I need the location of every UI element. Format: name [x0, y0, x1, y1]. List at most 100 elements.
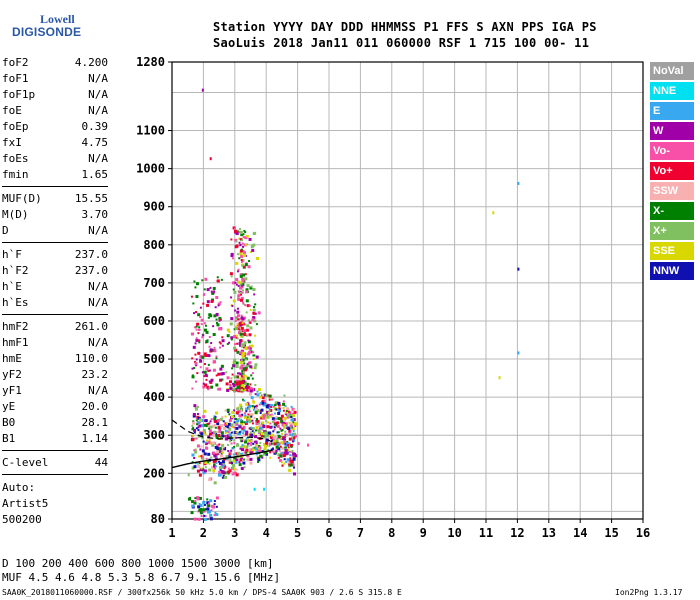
trace-point	[246, 454, 250, 458]
trace-point	[212, 325, 215, 328]
trace-point	[293, 472, 297, 476]
trace-point	[242, 249, 245, 252]
trace-point	[235, 457, 239, 461]
trace-point	[248, 304, 251, 307]
trace-point	[220, 452, 223, 455]
trace-point	[240, 233, 244, 237]
param-key: yE	[2, 400, 16, 413]
param-separator	[2, 450, 108, 451]
trace-point	[193, 280, 196, 283]
trace-point	[240, 466, 244, 470]
trace-point	[288, 437, 292, 441]
profile-dashed-line	[171, 419, 273, 443]
plot-frame	[171, 61, 644, 520]
trace-point	[234, 417, 237, 420]
trace-point	[240, 364, 243, 367]
trace-point	[212, 291, 215, 294]
trace-point	[252, 399, 255, 402]
trace-point	[251, 405, 254, 408]
trace-point	[247, 265, 251, 269]
trace-point	[202, 415, 206, 419]
trace-point	[245, 346, 248, 349]
trace-point	[211, 431, 214, 434]
trace-point	[233, 358, 237, 362]
trace-point	[217, 433, 221, 437]
trace-point	[273, 428, 276, 431]
trace-point	[256, 390, 259, 393]
trace-point	[197, 405, 200, 408]
trace-point	[270, 433, 274, 437]
trace-point	[282, 454, 286, 458]
trace-point	[288, 442, 292, 446]
trace-point	[242, 428, 246, 432]
x-tick-label: 6	[325, 526, 332, 540]
trace-point	[235, 382, 239, 386]
trace-point	[290, 445, 293, 448]
trace-point	[245, 445, 249, 449]
trace-point	[202, 431, 205, 434]
trace-point	[191, 357, 194, 360]
trace-point	[195, 338, 199, 342]
param-value: 4.75	[81, 136, 109, 149]
trace-point	[276, 416, 280, 420]
trace-point	[202, 471, 206, 475]
logo-digisonde: DIGISONDE	[12, 25, 82, 39]
trace-point	[221, 444, 225, 448]
param-key: foE	[2, 104, 22, 117]
trace-point	[236, 419, 240, 423]
trace-point	[208, 468, 212, 472]
param-key: foF2	[2, 56, 29, 69]
trace-point	[251, 318, 255, 322]
trace-point	[277, 434, 281, 438]
trace-point	[282, 436, 285, 439]
trace-point	[233, 446, 236, 449]
trace-point	[259, 441, 262, 444]
trace-point	[256, 393, 260, 397]
trace-point	[195, 311, 198, 314]
trace-point	[220, 431, 224, 435]
trace-point	[269, 435, 273, 439]
trace-point	[245, 386, 248, 389]
trace-point	[240, 248, 243, 251]
trace-point	[238, 318, 241, 321]
isolated-point	[517, 181, 520, 185]
trace-point	[213, 514, 216, 517]
trace-point	[265, 403, 268, 406]
trace-point	[205, 330, 209, 334]
param-key: hmF1	[2, 336, 29, 349]
trace-point	[264, 451, 268, 455]
trace-point	[214, 426, 217, 429]
trace-point	[217, 426, 221, 430]
trace-point	[232, 415, 235, 418]
trace-point	[218, 319, 221, 322]
trace-point	[255, 257, 259, 261]
trace-point	[232, 387, 236, 391]
trace-point	[231, 304, 234, 307]
trace-point	[220, 454, 224, 458]
param-value: 20.0	[81, 400, 109, 413]
trace-point	[247, 442, 250, 445]
trace-point	[229, 385, 232, 388]
trace-point	[290, 443, 294, 447]
muf-frequency-row: MUF 4.5 4.6 4.8 5.3 5.8 6.7 9.1 15.6 [MH…	[2, 571, 281, 584]
trace-point	[223, 471, 227, 475]
trace-point	[241, 335, 244, 338]
trace-point	[216, 431, 219, 434]
trace-point	[243, 433, 247, 437]
trace-point	[250, 433, 254, 437]
trace-point	[197, 332, 200, 335]
trace-point	[247, 339, 250, 342]
trace-point	[219, 466, 223, 470]
trace-point	[253, 293, 256, 296]
trace-point	[237, 432, 241, 436]
param-key: M(D)	[2, 208, 29, 221]
trace-point	[206, 501, 210, 505]
trace-point	[239, 381, 243, 385]
trace-point	[259, 412, 262, 415]
trace-point	[280, 414, 284, 418]
trace-point	[267, 406, 271, 410]
trace-point	[208, 429, 212, 433]
trace-point	[288, 464, 292, 468]
trace-point	[205, 443, 208, 446]
trace-point	[236, 327, 240, 331]
